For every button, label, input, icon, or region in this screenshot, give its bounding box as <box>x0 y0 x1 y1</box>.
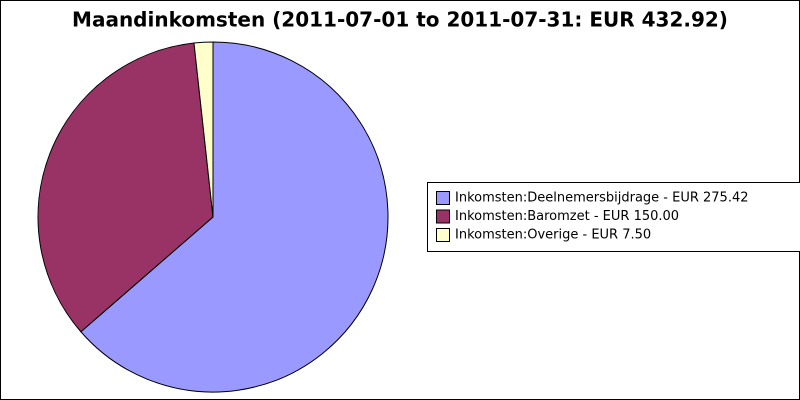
legend-box <box>427 182 800 252</box>
legend-label: Inkomsten:Deelnemersbijdrage - EUR 275.4… <box>455 191 749 206</box>
legend-label: Inkomsten:Baromzet - EUR 150.00 <box>455 209 679 224</box>
pie-slice <box>193 41 214 218</box>
legend-swatch <box>436 191 450 205</box>
legend-swatch <box>436 228 450 242</box>
legend-label: Inkomsten:Overige - EUR 7.50 <box>455 228 651 243</box>
pie-slice <box>37 42 214 333</box>
chart-title: Maandinkomsten (2011-07-01 to 2011-07-31… <box>72 8 728 32</box>
pie-slice <box>80 41 389 393</box>
legend-swatch <box>436 209 450 224</box>
